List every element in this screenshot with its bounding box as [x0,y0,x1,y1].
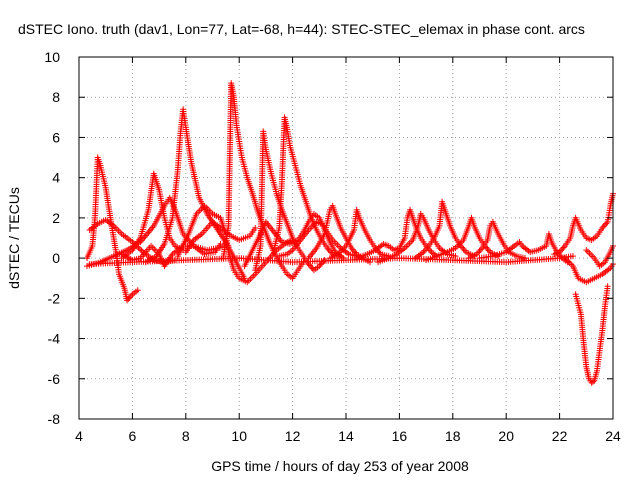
x-tick-label: 6 [129,428,137,444]
chart-title: dSTEC Iono. truth (dav1, Lon=77, Lat=-68… [18,21,585,37]
y-tick-label: -2 [48,290,61,306]
data-point [134,287,141,294]
y-tick-label: 0 [52,250,60,266]
x-tick-label: 16 [392,428,408,444]
y-tick-label: -6 [48,371,61,387]
data-point [321,257,328,264]
y-tick-label: 8 [52,89,60,105]
x-tick-label: 4 [75,428,83,444]
x-axis-title: GPS time / hours of day 253 of year 2008 [211,458,469,474]
data-point [521,255,528,262]
y-axis-title: dSTEC / TECUs [6,187,22,289]
y-tick-label: 6 [52,129,60,145]
data-point [589,378,596,385]
data-points [84,80,616,386]
y-tick-label: 10 [44,49,60,65]
y-tick-label: -8 [48,411,61,427]
y-tick-label: 4 [52,170,60,186]
y-tick-label: -4 [48,331,61,347]
data-point [217,241,224,248]
data-point [604,283,611,290]
x-tick-label: 22 [552,428,568,444]
data-point [569,253,576,260]
x-tick-label: 12 [285,428,301,444]
data-point [252,224,259,231]
x-tick-label: 24 [605,428,621,444]
x-tick-label: 10 [231,428,247,444]
x-tick-label: 20 [498,428,514,444]
y-tick-label: 2 [52,210,60,226]
x-tick-label: 14 [338,428,354,444]
x-tick-label: 8 [182,428,190,444]
x-tick-label: 18 [445,428,461,444]
